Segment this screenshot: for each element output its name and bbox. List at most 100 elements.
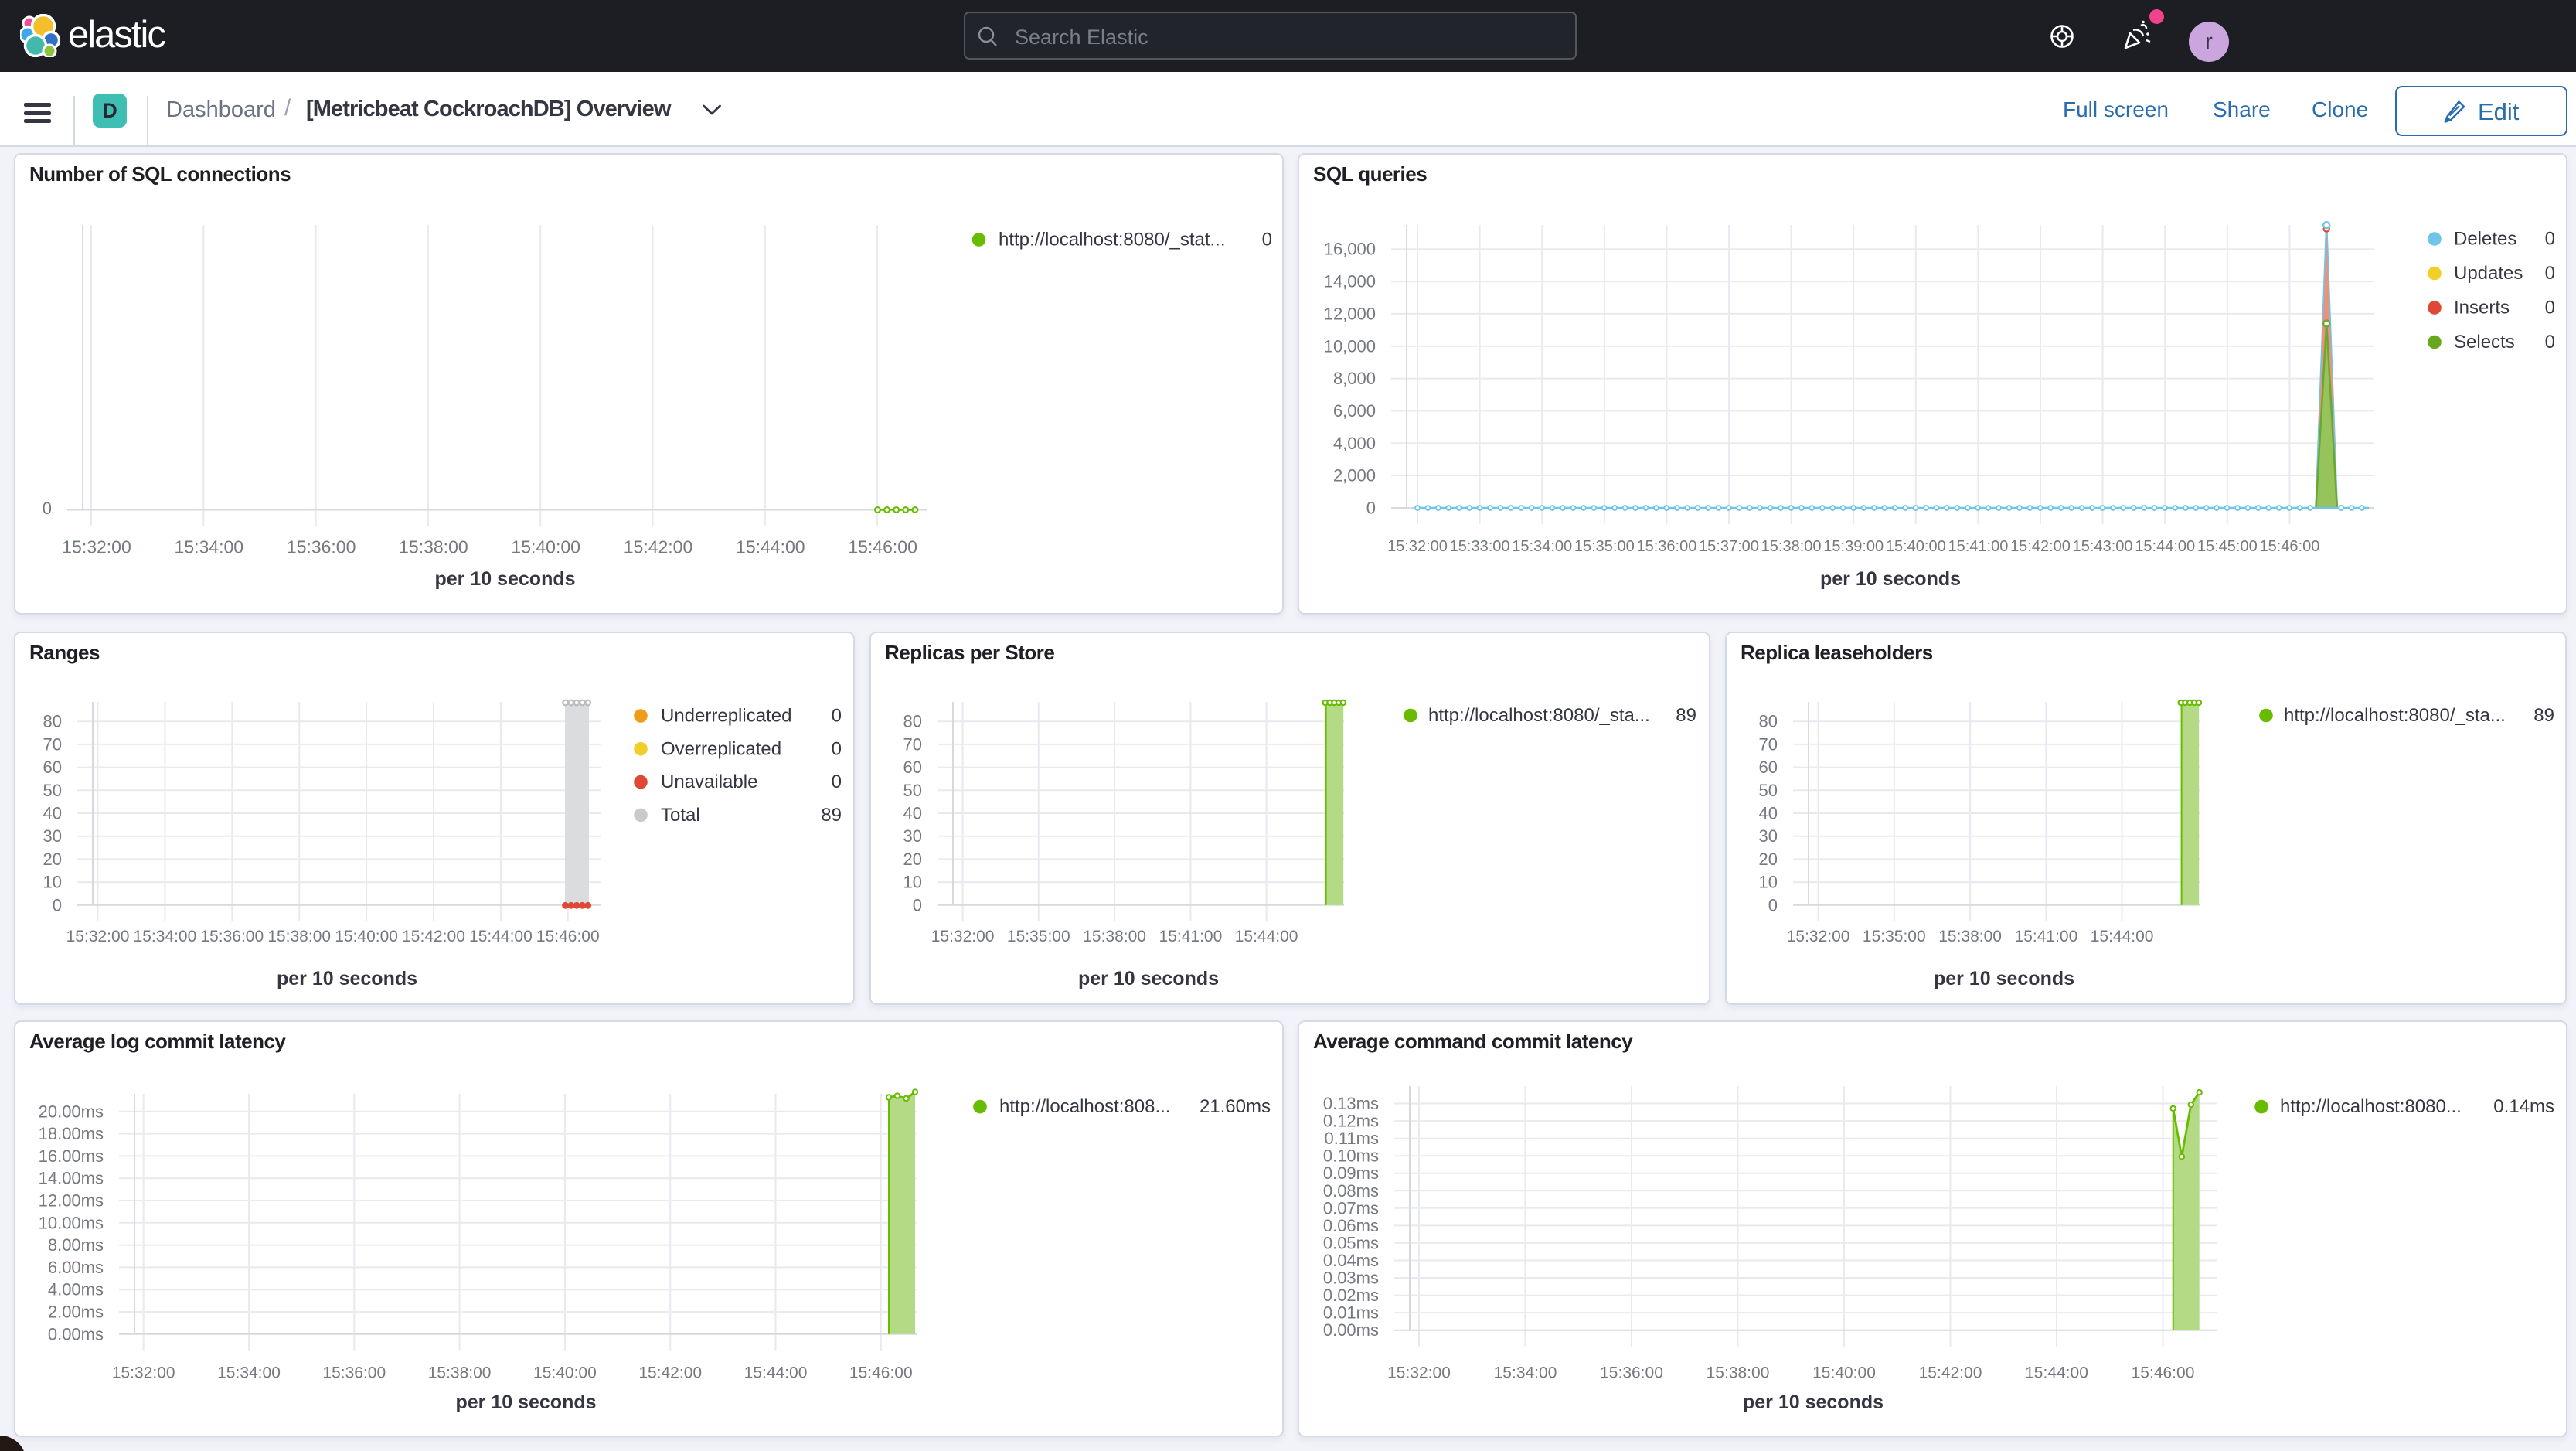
svg-text:0.00ms: 0.00ms bbox=[48, 1324, 104, 1344]
svg-text:18.00ms: 18.00ms bbox=[39, 1124, 104, 1143]
svg-text:http://localhost:8080...: http://localhost:8080... bbox=[2280, 1096, 2462, 1117]
svg-text:15:38:00: 15:38:00 bbox=[1938, 928, 2002, 945]
svg-text:15:38:00: 15:38:00 bbox=[267, 928, 331, 945]
svg-text:15:40:00: 15:40:00 bbox=[533, 1364, 597, 1382]
svg-text:15:32:00: 15:32:00 bbox=[112, 1364, 175, 1382]
svg-text:15:34:00: 15:34:00 bbox=[1494, 1364, 1557, 1382]
svg-text:0: 0 bbox=[913, 895, 922, 915]
svg-text:15:32:00: 15:32:00 bbox=[66, 928, 130, 945]
svg-text:15:40:00: 15:40:00 bbox=[511, 537, 580, 557]
svg-text:0.01ms: 0.01ms bbox=[1323, 1303, 1379, 1323]
svg-text:10,000: 10,000 bbox=[1324, 336, 1376, 356]
svg-text:15:45:00: 15:45:00 bbox=[2197, 538, 2258, 555]
svg-text:15:38:00: 15:38:00 bbox=[1761, 538, 1822, 555]
svg-text:15:38:00: 15:38:00 bbox=[1707, 1364, 1770, 1382]
svg-text:2,000: 2,000 bbox=[1333, 466, 1376, 485]
svg-text:15:44:00: 15:44:00 bbox=[2025, 1364, 2088, 1382]
svg-text:15:34:00: 15:34:00 bbox=[217, 1364, 281, 1382]
svg-text:per 10 seconds: per 10 seconds bbox=[434, 568, 575, 590]
svg-text:40: 40 bbox=[903, 804, 922, 823]
svg-text:89: 89 bbox=[1676, 705, 1696, 726]
svg-text:15:41:00: 15:41:00 bbox=[1948, 538, 2008, 555]
svg-text:0.08ms: 0.08ms bbox=[1323, 1181, 1379, 1201]
svg-text:16.00ms: 16.00ms bbox=[39, 1146, 104, 1166]
svg-text:14.00ms: 14.00ms bbox=[39, 1169, 104, 1188]
svg-text:15:42:00: 15:42:00 bbox=[1919, 1364, 1982, 1382]
svg-text:15:35:00: 15:35:00 bbox=[1007, 928, 1070, 945]
svg-text:50: 50 bbox=[1759, 781, 1778, 800]
svg-text:15:42:00: 15:42:00 bbox=[402, 928, 465, 945]
svg-text:15:44:00: 15:44:00 bbox=[736, 537, 805, 557]
svg-text:15:32:00: 15:32:00 bbox=[1787, 928, 1850, 945]
svg-text:Updates: Updates bbox=[2454, 263, 2523, 284]
svg-text:15:39:00: 15:39:00 bbox=[1823, 538, 1884, 555]
svg-text:per 10 seconds: per 10 seconds bbox=[455, 1391, 596, 1413]
svg-text:Unavailable: Unavailable bbox=[661, 771, 757, 792]
svg-text:0.10ms: 0.10ms bbox=[1323, 1146, 1379, 1166]
svg-text:80: 80 bbox=[43, 712, 62, 731]
svg-text:http://localhost:808...: http://localhost:808... bbox=[999, 1096, 1170, 1117]
svg-text:40: 40 bbox=[1759, 804, 1778, 823]
svg-text:0: 0 bbox=[2545, 332, 2555, 353]
svg-text:70: 70 bbox=[1759, 734, 1778, 754]
svg-text:http://localhost:8080/_sta...: http://localhost:8080/_sta... bbox=[2284, 705, 2506, 726]
svg-text:15:40:00: 15:40:00 bbox=[1812, 1364, 1876, 1382]
svg-text:15:41:00: 15:41:00 bbox=[2015, 928, 2078, 945]
svg-text:8,000: 8,000 bbox=[1333, 369, 1376, 388]
svg-text:15:41:00: 15:41:00 bbox=[1159, 928, 1223, 945]
svg-text:0: 0 bbox=[832, 771, 842, 792]
svg-text:15:36:00: 15:36:00 bbox=[287, 537, 356, 557]
svg-text:15:35:00: 15:35:00 bbox=[1863, 928, 1926, 945]
svg-text:15:37:00: 15:37:00 bbox=[1699, 538, 1759, 555]
svg-text:15:34:00: 15:34:00 bbox=[134, 928, 197, 945]
svg-text:Overreplicated: Overreplicated bbox=[661, 738, 781, 759]
svg-text:15:32:00: 15:32:00 bbox=[1387, 538, 1448, 555]
svg-text:Total: Total bbox=[661, 805, 700, 826]
svg-text:0: 0 bbox=[1262, 230, 1272, 250]
svg-text:12.00ms: 12.00ms bbox=[39, 1191, 104, 1211]
svg-text:30: 30 bbox=[1759, 826, 1778, 846]
svg-text:0: 0 bbox=[2545, 298, 2555, 318]
svg-text:15:46:00: 15:46:00 bbox=[849, 1364, 913, 1382]
svg-text:16,000: 16,000 bbox=[1324, 240, 1376, 259]
svg-text:0: 0 bbox=[2545, 229, 2555, 250]
svg-text:per 10 seconds: per 10 seconds bbox=[1934, 968, 2074, 989]
svg-text:80: 80 bbox=[1759, 712, 1778, 731]
svg-text:89: 89 bbox=[821, 805, 842, 826]
svg-text:Deletes: Deletes bbox=[2454, 229, 2516, 250]
svg-text:0.05ms: 0.05ms bbox=[1323, 1233, 1379, 1252]
svg-text:15:44:00: 15:44:00 bbox=[2135, 538, 2195, 555]
svg-text:15:36:00: 15:36:00 bbox=[200, 928, 264, 945]
svg-text:per 10 seconds: per 10 seconds bbox=[1820, 568, 1961, 590]
svg-text:15:32:00: 15:32:00 bbox=[1387, 1364, 1451, 1382]
svg-text:15:44:00: 15:44:00 bbox=[469, 928, 533, 945]
svg-text:4,000: 4,000 bbox=[1333, 434, 1376, 453]
svg-text:15:40:00: 15:40:00 bbox=[1886, 538, 1946, 555]
svg-text:2.00ms: 2.00ms bbox=[48, 1303, 104, 1322]
svg-text:8.00ms: 8.00ms bbox=[48, 1235, 104, 1255]
svg-text:0: 0 bbox=[832, 706, 842, 727]
svg-text:15:36:00: 15:36:00 bbox=[1636, 538, 1696, 555]
svg-text:20: 20 bbox=[1759, 850, 1778, 869]
svg-text:70: 70 bbox=[43, 734, 62, 754]
svg-text:0.14ms: 0.14ms bbox=[2493, 1096, 2554, 1117]
svg-text:20.00ms: 20.00ms bbox=[39, 1102, 104, 1121]
svg-text:40: 40 bbox=[43, 804, 62, 823]
svg-text:http://localhost:8080/_stat...: http://localhost:8080/_stat... bbox=[999, 230, 1226, 250]
svg-text:15:42:00: 15:42:00 bbox=[638, 1364, 702, 1382]
svg-text:0: 0 bbox=[43, 499, 52, 518]
svg-text:0.03ms: 0.03ms bbox=[1323, 1269, 1379, 1288]
svg-text:per 10 seconds: per 10 seconds bbox=[1078, 968, 1219, 989]
svg-text:0.04ms: 0.04ms bbox=[1323, 1251, 1379, 1270]
svg-text:21.60ms: 21.60ms bbox=[1200, 1096, 1271, 1117]
svg-text:0.13ms: 0.13ms bbox=[1323, 1094, 1379, 1113]
svg-text:12,000: 12,000 bbox=[1324, 304, 1376, 323]
svg-text:50: 50 bbox=[903, 781, 922, 800]
svg-text:Inserts: Inserts bbox=[2454, 298, 2510, 318]
svg-text:0.02ms: 0.02ms bbox=[1323, 1286, 1379, 1305]
svg-text:15:36:00: 15:36:00 bbox=[1600, 1364, 1663, 1382]
svg-text:20: 20 bbox=[43, 850, 62, 869]
svg-text:Selects: Selects bbox=[2454, 332, 2515, 353]
svg-text:15:34:00: 15:34:00 bbox=[175, 537, 244, 557]
svg-text:15:44:00: 15:44:00 bbox=[744, 1364, 808, 1382]
